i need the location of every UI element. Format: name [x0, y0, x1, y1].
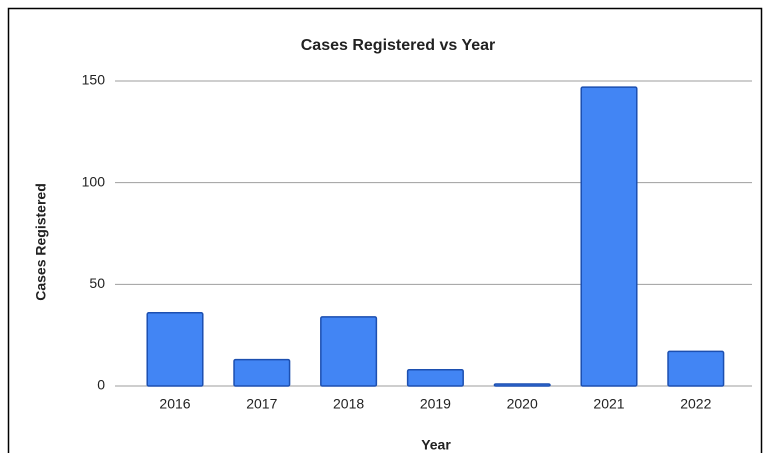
y-tick-label: 0 — [97, 377, 105, 393]
bar — [493, 383, 551, 387]
bar — [233, 358, 291, 387]
y-tick-label: 100 — [82, 173, 106, 189]
bar — [406, 368, 464, 387]
x-tick-label: 2022 — [680, 396, 711, 412]
bar — [580, 86, 638, 387]
x-tick-label: 2017 — [246, 396, 277, 412]
y-tick-label: 150 — [82, 72, 106, 88]
x-tick-label: 2021 — [593, 396, 624, 412]
frame — [7, 7, 763, 453]
x-tick-label: 2019 — [420, 396, 451, 412]
y-axis-label: Cases Registered — [33, 183, 49, 301]
bar — [146, 312, 204, 387]
y-tick-label: 50 — [89, 275, 105, 291]
x-tick-label: 2016 — [159, 396, 190, 412]
x-tick-label: 2020 — [507, 396, 538, 412]
bar — [320, 316, 378, 387]
chart-title: Cases Registered vs Year — [301, 37, 496, 54]
x-axis-label: Year — [421, 437, 451, 453]
x-tick-label: 2018 — [333, 396, 364, 412]
bar — [667, 350, 725, 387]
